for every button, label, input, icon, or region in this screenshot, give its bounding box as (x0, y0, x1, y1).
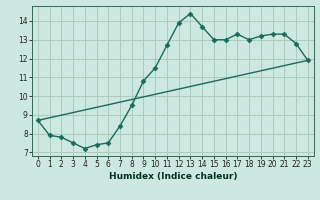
X-axis label: Humidex (Indice chaleur): Humidex (Indice chaleur) (108, 172, 237, 181)
